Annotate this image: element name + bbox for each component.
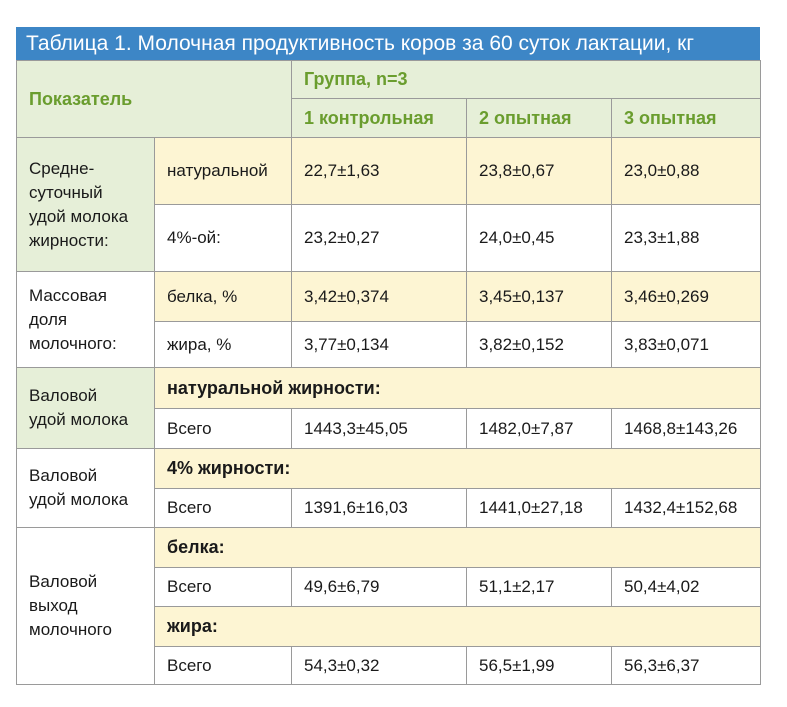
table-cell: 1468,8±143,26 — [611, 408, 761, 449]
table-cell: 56,3±6,37 — [611, 646, 761, 685]
table-cell: 1482,0±7,87 — [466, 408, 612, 449]
section-natural-fat: натуральной жирности: — [154, 367, 761, 409]
header-group: Группа, n=3 — [291, 60, 761, 99]
sub-label: белка, % — [154, 271, 292, 322]
row-label-mass-fraction: Массовая доля молочного: — [16, 271, 155, 368]
table-page: Таблица 1. Молочная продуктивность коров… — [16, 27, 761, 686]
table-cell: 3,82±0,152 — [466, 321, 612, 368]
table-cell: 23,8±0,67 — [466, 137, 612, 205]
section-fat: жира: — [154, 606, 761, 647]
sub-label: 4%-ой: — [154, 204, 292, 272]
table-cell: 3,42±0,374 — [291, 271, 467, 322]
header-col-2: 2 опытная — [466, 98, 612, 138]
sub-label: Всего — [154, 408, 292, 449]
table-cell: 3,45±0,137 — [466, 271, 612, 322]
table-cell: 1441,0±27,18 — [466, 488, 612, 528]
table-cell: 23,3±1,88 — [611, 204, 761, 272]
table-cell: 49,6±6,79 — [291, 567, 467, 607]
sub-label: Всего — [154, 488, 292, 528]
row-label-gross-output: Валовой выход молочного — [16, 527, 155, 685]
table-cell: 23,2±0,27 — [291, 204, 467, 272]
row-label-gross-yield-4pct: Валовой удой молока — [16, 448, 155, 528]
table-cell: 23,0±0,88 — [611, 137, 761, 205]
table-cell: 54,3±0,32 — [291, 646, 467, 685]
table-title: Таблица 1. Молочная продуктивность коров… — [16, 27, 760, 60]
row-label-gross-yield-natural: Валовой удой молока — [16, 367, 155, 449]
table-cell: 3,46±0,269 — [611, 271, 761, 322]
table-cell: 1432,4±152,68 — [611, 488, 761, 528]
table-cell: 1391,6±16,03 — [291, 488, 467, 528]
sub-label: Всего — [154, 646, 292, 685]
sub-label: Всего — [154, 567, 292, 607]
table-cell: 22,7±1,63 — [291, 137, 467, 205]
table-cell: 3,77±0,134 — [291, 321, 467, 368]
section-4pct-fat: 4% жирности: — [154, 448, 761, 489]
header-indicator: Показатель — [16, 60, 292, 138]
milk-productivity-table: Показатель Группа, n=3 1 контрольная 2 о… — [16, 60, 761, 685]
section-protein: белка: — [154, 527, 761, 568]
table-cell: 24,0±0,45 — [466, 204, 612, 272]
table-cell: 3,83±0,071 — [611, 321, 761, 368]
sub-label: натуральной — [154, 137, 292, 205]
row-label-daily-yield: Средне- суточный удой молока жирности: — [16, 137, 155, 272]
header-col-1: 1 контрольная — [291, 98, 467, 138]
table-cell: 51,1±2,17 — [466, 567, 612, 607]
header-col-3: 3 опытная — [611, 98, 761, 138]
table-cell: 1443,3±45,05 — [291, 408, 467, 449]
sub-label: жира, % — [154, 321, 292, 368]
table-cell: 50,4±4,02 — [611, 567, 761, 607]
table-cell: 56,5±1,99 — [466, 646, 612, 685]
